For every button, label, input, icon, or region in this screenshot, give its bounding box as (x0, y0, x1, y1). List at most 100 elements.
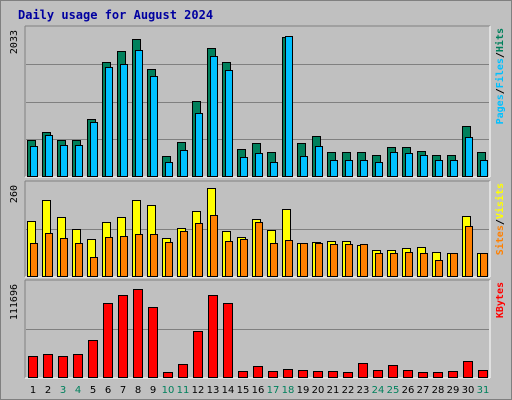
visits-legend-part: Sites (494, 225, 506, 255)
files-bar (135, 50, 143, 177)
files-bar (180, 150, 188, 177)
kbytes-bar (73, 354, 83, 378)
visits-legend-part: / (495, 219, 506, 225)
kbytes-legend-part: KBytes (495, 282, 506, 318)
sites-bar (390, 253, 398, 277)
sites-bar (375, 253, 383, 277)
kbytes-bar (283, 369, 293, 378)
x-tick-label: 2 (45, 385, 51, 396)
files-bar (90, 122, 98, 177)
kbytes-bar (478, 370, 488, 378)
kbytes-bar (238, 371, 248, 378)
files-bar (45, 135, 53, 177)
sites-bar (285, 240, 293, 277)
visits-ymax-label: 260 (9, 185, 20, 203)
x-tick-label: 22 (342, 385, 355, 396)
x-tick-label: 28 (432, 385, 445, 396)
sites-bar (210, 215, 218, 277)
kbytes-bar (268, 371, 278, 378)
files-bar (270, 162, 278, 177)
kbytes-bar (223, 303, 233, 378)
hits-legend-part: Pages (495, 94, 506, 124)
visits-legend: Sites/Visits (494, 183, 506, 255)
sites-bar (135, 234, 143, 277)
x-tick-label: 4 (75, 385, 81, 396)
hits-ymax-label: 2033 (9, 30, 20, 54)
hits-legend-part: / (495, 88, 506, 94)
x-tick-label: 14 (222, 385, 235, 396)
x-tick-label: 6 (105, 385, 111, 396)
kbytes-bar (208, 295, 218, 378)
x-tick-label: 5 (90, 385, 96, 396)
x-tick-label: 17 (267, 385, 280, 396)
sites-bar (480, 253, 488, 277)
kbytes-bar (448, 371, 458, 378)
files-bar (435, 160, 443, 177)
sites-bar (180, 231, 188, 277)
files-bar (330, 160, 338, 177)
kbytes-bar (388, 365, 398, 378)
sites-bar (45, 233, 53, 277)
kbytes-ymax-label: 111696 (9, 284, 20, 320)
kbytes-bar (343, 372, 353, 378)
files-bar (375, 162, 383, 177)
hits-legend-part: / (495, 52, 506, 58)
x-tick-label: 12 (192, 385, 205, 396)
files-bar (240, 157, 248, 177)
files-bar (285, 36, 293, 177)
files-bar (255, 153, 263, 177)
x-tick-label: 3 (60, 385, 66, 396)
sites-bar (165, 242, 173, 277)
kbytes-bar (403, 370, 413, 378)
files-bar (165, 162, 173, 177)
x-tick-label: 21 (327, 385, 340, 396)
x-tick-label: 8 (135, 385, 141, 396)
sites-bar (300, 243, 308, 277)
kbytes-bar (298, 370, 308, 378)
x-tick-label: 1 (30, 385, 36, 396)
files-bar (30, 146, 38, 177)
hits-legend: Pages/Files/Hits (494, 28, 506, 124)
visits-legend-part: Visits (494, 183, 506, 219)
x-tick-label: 18 (282, 385, 295, 396)
files-bar (315, 146, 323, 177)
kbytes-bar (43, 354, 53, 378)
x-tick-label: 27 (417, 385, 430, 396)
sites-bar (30, 243, 38, 277)
sites-bar (150, 234, 158, 277)
x-tick-label: 30 (462, 385, 475, 396)
sites-bar (435, 260, 443, 277)
sites-bar (405, 252, 413, 277)
kbytes-bar (178, 364, 188, 378)
files-bar (225, 70, 233, 177)
sites-bar (330, 244, 338, 277)
kbytes-legend: KBytes (495, 282, 506, 318)
x-tick-label: 7 (120, 385, 126, 396)
files-bar (60, 145, 68, 177)
sites-bar (75, 243, 83, 277)
files-bar (360, 160, 368, 177)
files-bar (450, 160, 458, 177)
kbytes-bar (103, 303, 113, 378)
x-tick-label: 31 (477, 385, 490, 396)
kbytes-bar (358, 363, 368, 378)
x-tick-label: 26 (402, 385, 415, 396)
hits-legend-part: Files (494, 58, 506, 88)
files-bar (345, 160, 353, 177)
files-bar (150, 76, 158, 177)
x-tick-label: 9 (150, 385, 156, 396)
files-bar (120, 64, 128, 177)
sites-bar (450, 253, 458, 277)
kbytes-bar (148, 307, 158, 378)
kbytes-bar (463, 361, 473, 378)
x-tick-label: 25 (387, 385, 400, 396)
files-bar (420, 155, 428, 177)
sites-bar (225, 241, 233, 277)
kbytes-bar (88, 340, 98, 378)
kbytes-bar (133, 289, 143, 378)
x-tick-label: 11 (177, 385, 190, 396)
hits-legend-part: Hits (494, 28, 506, 52)
x-tick-label: 16 (252, 385, 265, 396)
files-bar (390, 152, 398, 177)
